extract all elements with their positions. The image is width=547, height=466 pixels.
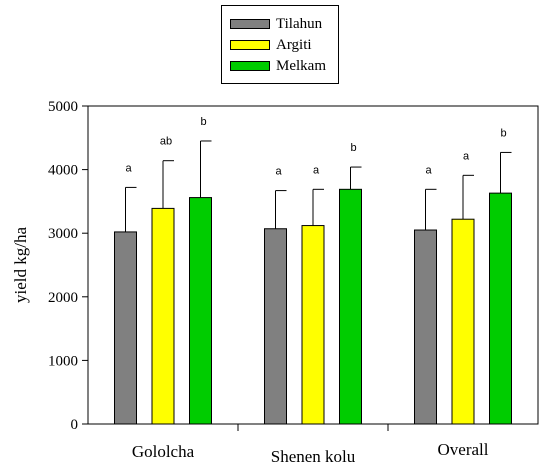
legend-label-tilahun: Tilahun [276, 15, 323, 32]
legend-item-tilahun: Tilahun [230, 15, 323, 32]
y-axis-label: yield kg/ha [11, 227, 30, 303]
bar [264, 228, 287, 425]
significance-label: a [313, 164, 320, 176]
bar [301, 225, 325, 425]
legend: Tilahun Argiti Melkam [221, 5, 339, 84]
x-tick-label: Gololcha [132, 442, 195, 461]
x-tick-label: Overall [438, 440, 489, 459]
axes: 0 1000 2000 3000 4000 5000 Gololcha Shenen kolu… [48, 99, 539, 466]
legend-label-argiti: Argiti [276, 36, 312, 53]
significance-label: ab [160, 136, 172, 148]
significance-label: b [500, 127, 506, 139]
bar [414, 229, 437, 425]
y-tick-label: 4000 [48, 163, 78, 179]
legend-swatch-melkam [230, 61, 270, 71]
legend-item-melkam: Melkam [230, 57, 326, 74]
x-tick-label: Shenen kolu [271, 447, 356, 466]
y-tick-label: 1000 [48, 353, 78, 369]
y-tick-label: 0 [71, 417, 79, 433]
bar [114, 231, 137, 425]
legend-label-melkam: Melkam [276, 57, 326, 74]
bar [451, 218, 475, 425]
y-tick-label: 5000 [48, 99, 78, 115]
legend-swatch-argiti [230, 40, 270, 50]
plot-frame [87, 105, 539, 425]
legend-swatch-tilahun [230, 19, 270, 29]
bar [489, 192, 512, 425]
bar [339, 188, 362, 425]
significance-label: a [425, 164, 432, 176]
significance-label: a [275, 166, 282, 178]
bar [151, 207, 175, 425]
bar [189, 197, 212, 425]
significance-label: a [125, 162, 132, 174]
significance-label: b [200, 116, 206, 128]
y-tick-label: 2000 [48, 290, 78, 306]
y-tick-label: 3000 [48, 226, 78, 242]
significance-label: b [350, 142, 356, 154]
significance-label: a [463, 150, 470, 162]
legend-item-argiti: Argiti [230, 36, 312, 53]
